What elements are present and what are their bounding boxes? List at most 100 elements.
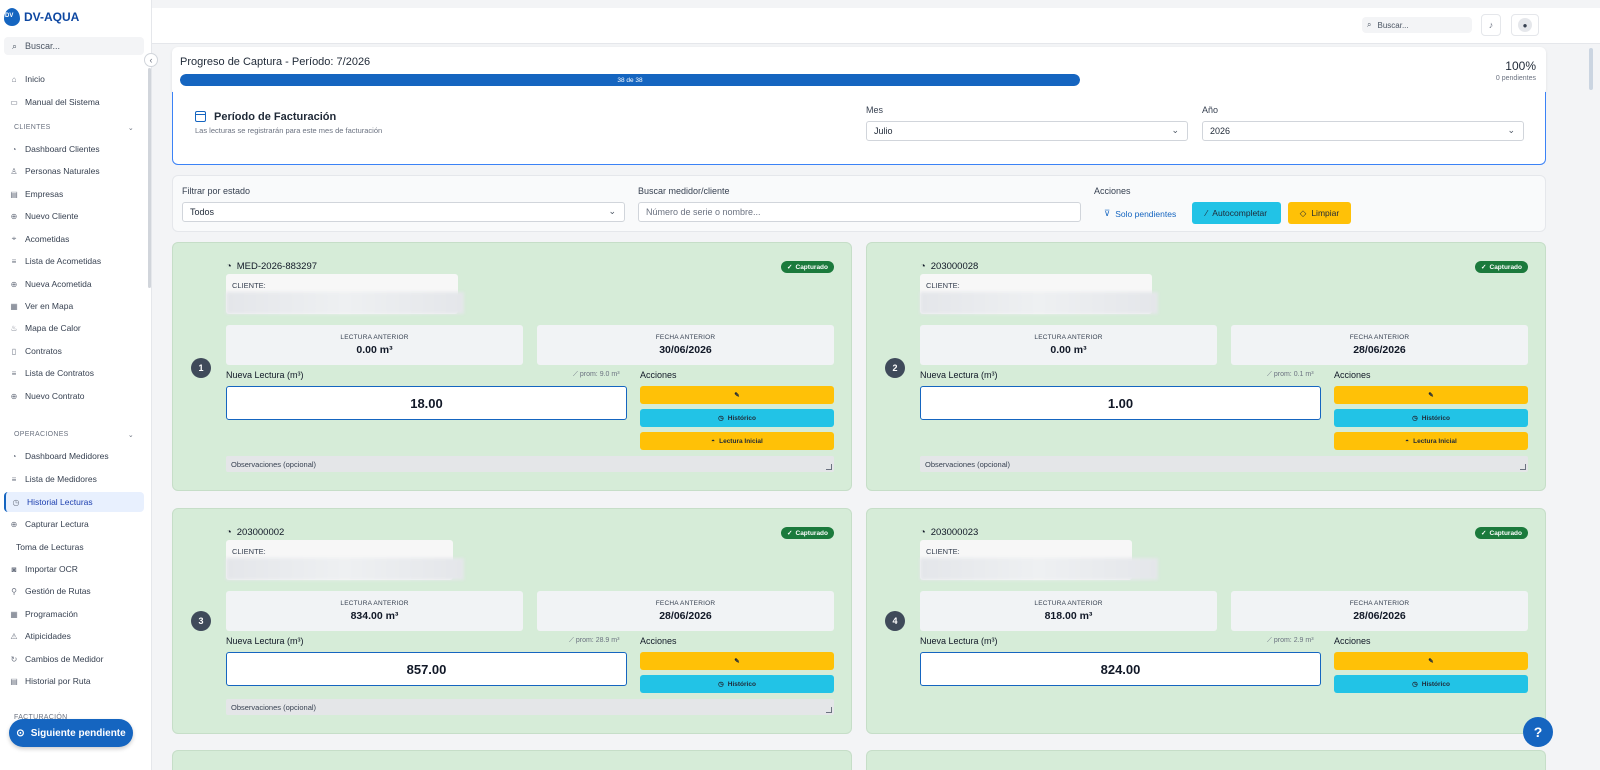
sidebar-item-nueva-acometida[interactable]: ⊕ Nueva Acometida bbox=[10, 279, 92, 289]
building-icon: ▤ bbox=[10, 189, 18, 199]
help-button[interactable]: ? bbox=[1523, 717, 1553, 747]
chevron-down-icon: ⌄ bbox=[608, 206, 616, 216]
home-icon: ⌂ bbox=[11, 74, 17, 84]
initial-reading-button[interactable]: ◓ Lectura Inicial bbox=[1334, 432, 1528, 450]
section-facturacion[interactable]: FACTURACIÓN bbox=[14, 714, 68, 721]
history-button[interactable]: ◷ Histórico bbox=[1334, 409, 1528, 427]
new-reading-input[interactable]: 857.00 bbox=[226, 652, 627, 686]
arrow-circle-icon: ⊙ bbox=[16, 727, 25, 739]
sidebar-item-historial-lecturas[interactable]: ◷ Historial Lecturas bbox=[4, 492, 144, 512]
progress-pending: 0 pendientes bbox=[1495, 75, 1536, 82]
clear-button[interactable]: ◇ Limpiar bbox=[1288, 202, 1351, 224]
water-drop-icon: DV bbox=[4, 8, 20, 26]
search-icon: ⌕ bbox=[12, 40, 18, 51]
new-reading-input[interactable]: 18.00 bbox=[226, 386, 627, 420]
sidebar-item-lista-medidores[interactable]: ≡ Lista de Medidores bbox=[4, 469, 144, 489]
meter-card bbox=[866, 750, 1546, 770]
user-menu-button[interactable]: ● bbox=[1511, 14, 1539, 36]
top-bar: ⌕ Buscar... ♪ ● bbox=[152, 8, 1600, 44]
search-meter-input[interactable]: Número de serie o nombre... bbox=[638, 202, 1081, 222]
previous-reading: LECTURA ANTERIOR 0.00 m³ bbox=[226, 325, 523, 365]
trend-icon: ⟋ bbox=[1267, 371, 1274, 378]
sidebar-item-programacion[interactable]: ▦ Programación bbox=[10, 609, 78, 619]
section-operaciones[interactable]: OPERACIONES ⌄ bbox=[14, 431, 134, 439]
sidebar-item-inicio[interactable]: ⌂ Inicio bbox=[4, 69, 144, 89]
month-select[interactable]: Julio ⌄ bbox=[866, 121, 1188, 141]
edit-button[interactable]: ✎ bbox=[640, 386, 834, 404]
sidebar-item-cambios-medidor[interactable]: ↻ Cambios de Medidor bbox=[10, 654, 104, 664]
previous-date: FECHA ANTERIOR 30/06/2026 bbox=[537, 325, 834, 365]
sidebar-item-ver-mapa[interactable]: ▦ Ver en Mapa bbox=[10, 301, 74, 311]
sidebar-item-dashboard-clientes[interactable]: ◔ Dashboard Clientes bbox=[4, 139, 144, 159]
dashboard-icon: ◔ bbox=[11, 144, 17, 154]
autocomplete-button[interactable]: ⁄ Autocompletar bbox=[1192, 202, 1281, 224]
progress-bar: 38 de 38 bbox=[180, 74, 1080, 86]
clock-icon: ◷ bbox=[1412, 415, 1418, 422]
new-reading-input[interactable]: 1.00 bbox=[920, 386, 1321, 420]
check-circle-icon: ✓ bbox=[1481, 264, 1487, 271]
edit-button[interactable]: ✎ bbox=[1334, 652, 1528, 670]
card-actions-label: Acciones bbox=[640, 370, 677, 380]
next-pending-button[interactable]: ⊙ Siguiente pendiente bbox=[9, 719, 133, 747]
trend-icon: ⟋ bbox=[573, 371, 580, 378]
sidebar-collapse-button[interactable]: ‹ bbox=[144, 53, 158, 67]
client-box: CLIENTE: bbox=[920, 540, 1158, 580]
edit-button[interactable]: ✎ bbox=[640, 652, 834, 670]
sidebar-item-nuevo-cliente[interactable]: ⊕ Nuevo Cliente bbox=[10, 211, 79, 221]
sidebar-item-empresas[interactable]: ▤ Empresas bbox=[10, 189, 64, 199]
initial-reading-button[interactable]: ◓ Lectura Inicial bbox=[640, 432, 834, 450]
status-badge: ✓ Capturado bbox=[1475, 527, 1528, 539]
observations-textarea[interactable]: Observaciones (opcional) bbox=[920, 456, 1528, 472]
sidebar-item-manual[interactable]: ▭ Manual del Sistema bbox=[10, 97, 100, 107]
edit-button[interactable]: ✎ bbox=[1334, 386, 1528, 404]
sidebar-item-personas[interactable]: ♙ Personas Naturales bbox=[10, 166, 100, 176]
app-logo[interactable]: DV DV-AQUA bbox=[4, 8, 79, 26]
pencil-icon: ✎ bbox=[734, 658, 740, 665]
period-title: Período de Facturación bbox=[214, 111, 337, 123]
sidebar-item-lista-contratos[interactable]: ≡ Lista de Contratos bbox=[4, 363, 144, 383]
new-reading-label: Nueva Lectura (m³) bbox=[920, 636, 998, 646]
chevron-down-icon: ⌄ bbox=[127, 125, 134, 132]
sidebar-search-input[interactable]: ⌕ Buscar... bbox=[4, 37, 144, 55]
bell-icon: ♪ bbox=[1488, 20, 1494, 30]
sidebar-item-historial-ruta[interactable]: ▤ Historial por Ruta bbox=[10, 676, 91, 686]
observations-textarea[interactable]: Observaciones (opcional) bbox=[226, 456, 834, 472]
only-pending-button[interactable]: ⊽ Solo pendientes bbox=[1104, 208, 1177, 219]
sidebar-item-toma-lecturas[interactable]: Toma de Lecturas bbox=[16, 542, 84, 552]
state-filter-select[interactable]: Todos ⌄ bbox=[182, 202, 625, 222]
sidebar-item-contratos[interactable]: ▯ Contratos bbox=[4, 341, 144, 361]
sidebar-item-dashboard-medidores[interactable]: ◔ Dashboard Medidores bbox=[4, 446, 144, 466]
notifications-button[interactable]: ♪ bbox=[1481, 14, 1501, 36]
pencil-icon: ✎ bbox=[1428, 658, 1434, 665]
plus-circle-icon: ⊕ bbox=[10, 519, 18, 529]
history-button[interactable]: ◷ Histórico bbox=[1334, 675, 1528, 693]
observations-textarea[interactable]: Observaciones (opcional) bbox=[226, 699, 834, 715]
filter-bar: Filtrar por estado Todos ⌄ Buscar medido… bbox=[172, 175, 1546, 232]
new-reading-input[interactable]: 824.00 bbox=[920, 652, 1321, 686]
sidebar-item-lista-acometidas[interactable]: ≡ Lista de Acometidas bbox=[4, 251, 144, 271]
sidebar-scrollbar[interactable] bbox=[148, 68, 151, 288]
previous-reading: LECTURA ANTERIOR 818.00 m³ bbox=[920, 591, 1217, 631]
page-scrollbar[interactable] bbox=[1589, 48, 1593, 90]
sidebar-item-gestion-rutas[interactable]: ⚲ Gestión de Rutas bbox=[4, 581, 144, 601]
plus-circle-icon: ⊕ bbox=[10, 391, 18, 401]
year-select[interactable]: 2026 ⌄ bbox=[1202, 121, 1524, 141]
check-circle-icon: ✓ bbox=[1481, 530, 1487, 537]
user-avatar-icon: ● bbox=[1518, 18, 1532, 32]
gauge-icon: ◔ bbox=[226, 261, 232, 272]
sidebar-item-nuevo-contrato[interactable]: ⊕ Nuevo Contrato bbox=[10, 391, 85, 401]
top-search-input[interactable]: ⌕ Buscar... bbox=[1362, 17, 1472, 33]
sidebar-item-mapa-calor[interactable]: ♨ Mapa de Calor bbox=[10, 323, 81, 333]
history-button[interactable]: ◷ Histórico bbox=[640, 675, 834, 693]
history-button[interactable]: ◷ Histórico bbox=[640, 409, 834, 427]
section-clientes[interactable]: CLIENTES ⌄ bbox=[14, 124, 134, 132]
sidebar-item-atipicidades[interactable]: ⚠ Atipicidades bbox=[10, 631, 71, 641]
sidebar-item-importar-ocr[interactable]: ◙ Importar OCR bbox=[4, 559, 144, 579]
document-icon: ▯ bbox=[11, 346, 17, 356]
previous-date: FECHA ANTERIOR 28/06/2026 bbox=[1231, 591, 1528, 631]
table-icon: ▤ bbox=[10, 676, 18, 686]
clock-icon: ◷ bbox=[718, 415, 724, 422]
sidebar-item-capturar-lectura[interactable]: ⊕ Capturar Lectura bbox=[10, 519, 89, 529]
progress-title: Progreso de Captura - Período: 7/2026 bbox=[180, 56, 371, 68]
sidebar-item-acometidas[interactable]: ⌖ Acometidas bbox=[4, 229, 144, 249]
